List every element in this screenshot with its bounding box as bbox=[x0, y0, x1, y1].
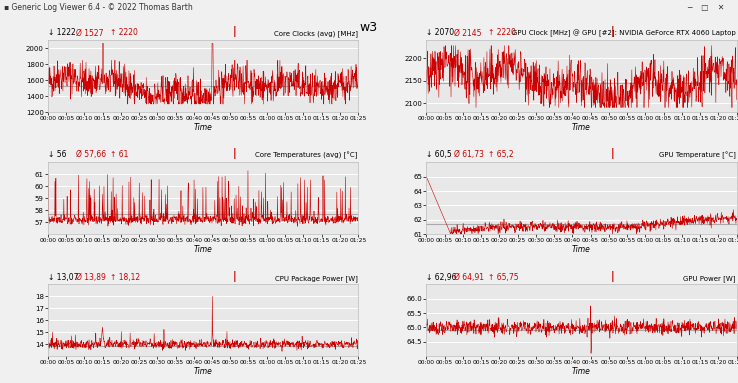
Text: ↓ 56: ↓ 56 bbox=[48, 151, 66, 159]
Text: CPU Package Power [W]: CPU Package Power [W] bbox=[275, 275, 357, 282]
Text: Core Clocks (avg) [MHz]: Core Clocks (avg) [MHz] bbox=[274, 31, 357, 37]
X-axis label: Time: Time bbox=[572, 123, 591, 132]
Text: w3: w3 bbox=[360, 21, 378, 34]
Text: ↓ 60,5: ↓ 60,5 bbox=[427, 151, 452, 159]
Text: ↑ 65,2: ↑ 65,2 bbox=[489, 151, 514, 159]
Text: Ø 13,89: Ø 13,89 bbox=[76, 273, 106, 282]
Text: ↑ 18,12: ↑ 18,12 bbox=[110, 273, 140, 282]
Text: ↓ 1222: ↓ 1222 bbox=[48, 28, 76, 37]
Text: GPU Power [W]: GPU Power [W] bbox=[683, 275, 736, 282]
X-axis label: Time: Time bbox=[193, 245, 213, 254]
Text: ▪ Generic Log Viewer 6.4 - © 2022 Thomas Barth: ▪ Generic Log Viewer 6.4 - © 2022 Thomas… bbox=[4, 3, 193, 12]
Text: Ø 64,91: Ø 64,91 bbox=[455, 273, 484, 282]
Text: Ø 1527: Ø 1527 bbox=[76, 28, 103, 37]
X-axis label: Time: Time bbox=[572, 367, 591, 376]
Text: ↓ 62,96: ↓ 62,96 bbox=[427, 273, 457, 282]
Text: GPU Clock [MHz] @ GPU [#2]: NVIDIA GeForce RTX 4060 Laptop: GPU Clock [MHz] @ GPU [#2]: NVIDIA GeFor… bbox=[512, 30, 736, 37]
X-axis label: Time: Time bbox=[572, 245, 591, 254]
Text: ↑ 2220: ↑ 2220 bbox=[110, 28, 138, 37]
Text: ─    □    ✕: ─ □ ✕ bbox=[688, 3, 725, 12]
X-axis label: Time: Time bbox=[193, 367, 213, 376]
Text: ↓ 13,07: ↓ 13,07 bbox=[48, 273, 78, 282]
Text: |: | bbox=[611, 270, 615, 282]
Text: Ø 2145: Ø 2145 bbox=[455, 28, 482, 37]
X-axis label: Time: Time bbox=[193, 123, 213, 132]
Text: GPU Temperature [°C]: GPU Temperature [°C] bbox=[659, 152, 736, 159]
Text: ↑ 2220: ↑ 2220 bbox=[489, 28, 517, 37]
Text: |: | bbox=[232, 149, 236, 159]
Text: Ø 61,73: Ø 61,73 bbox=[455, 151, 484, 159]
Text: ↑ 61: ↑ 61 bbox=[110, 151, 128, 159]
Text: Ø 57,66: Ø 57,66 bbox=[76, 151, 106, 159]
Text: |: | bbox=[232, 270, 236, 282]
Text: ↓ 2070: ↓ 2070 bbox=[427, 28, 455, 37]
Text: |: | bbox=[611, 26, 615, 37]
Text: |: | bbox=[232, 26, 236, 37]
Text: Core Temperatures (avg) [°C]: Core Temperatures (avg) [°C] bbox=[255, 152, 357, 159]
Text: ↑ 65,75: ↑ 65,75 bbox=[489, 273, 519, 282]
Text: |: | bbox=[611, 149, 615, 159]
